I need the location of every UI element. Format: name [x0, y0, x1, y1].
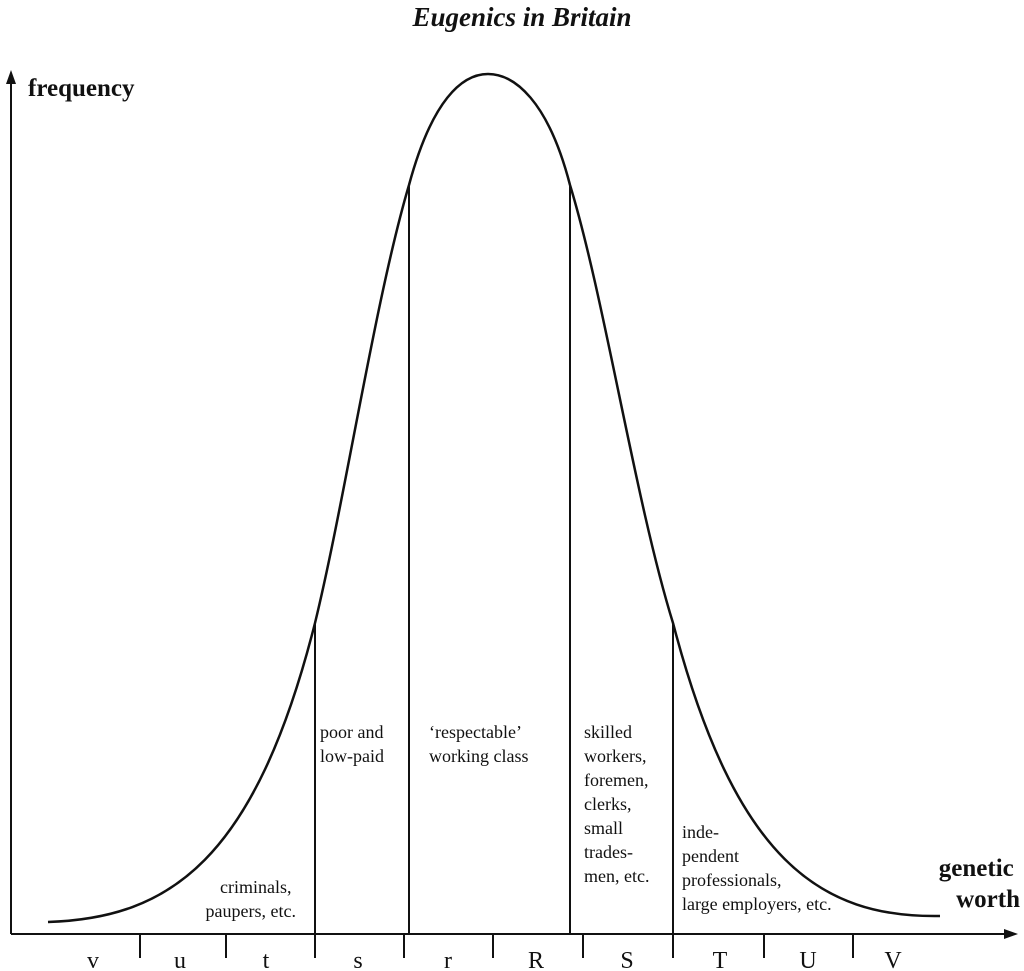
region-label-line: criminals,: [220, 877, 291, 897]
region-label-poor: poor and low-paid: [320, 722, 388, 766]
band-letter: S: [620, 948, 633, 971]
region-label-line: poor and: [320, 722, 383, 742]
band-letter: t: [263, 948, 270, 971]
region-label-line: pendent: [682, 846, 739, 866]
region-label-line: large employers, etc.: [682, 894, 832, 914]
band-letter: u: [174, 948, 186, 971]
region-label-line: inde-: [682, 822, 719, 842]
band-letter: V: [884, 948, 902, 971]
x-axis-arrowhead: [1004, 929, 1018, 939]
y-axis-arrowhead: [6, 70, 16, 84]
region-label-line: small: [584, 818, 623, 838]
x-axis-label-line-2: worth: [956, 886, 1020, 913]
region-label-line: paupers, etc.: [206, 901, 296, 921]
band-ticks: [139, 934, 854, 958]
region-label-professionals: inde- pendent professionals, large emplo…: [682, 822, 832, 914]
region-label-skilled: skilled workers, foremen, clerks, small …: [584, 722, 653, 886]
region-label-line: ‘respectable’: [429, 722, 521, 742]
region-label-line: trades-: [584, 842, 633, 862]
region-label-line: working class: [429, 746, 528, 766]
region-label-line: men, etc.: [584, 866, 649, 886]
band-letter: R: [528, 948, 544, 971]
band-letter: s: [353, 948, 362, 971]
band-letter: r: [444, 948, 452, 971]
band-letter: T: [713, 948, 728, 971]
band-letter: v: [87, 948, 99, 971]
region-label-criminals: criminals, paupers, etc.: [206, 877, 296, 921]
diagram-title: Eugenics in Britain: [411, 2, 631, 32]
y-axis-label: frequency: [28, 75, 135, 102]
region-label-line: workers,: [584, 746, 646, 766]
x-axis-label: genetic worth: [939, 855, 1020, 913]
region-label-respectable: ‘respectable’ working class: [429, 722, 528, 766]
band-letter: U: [799, 948, 816, 971]
bell-curve: [47, 72, 941, 924]
region-label-line: clerks,: [584, 794, 631, 814]
region-label-line: professionals,: [682, 870, 781, 890]
region-label-line: skilled: [584, 722, 632, 742]
region-label-line: low-paid: [320, 746, 384, 766]
region-label-line: foremen,: [584, 770, 648, 790]
x-axis-label-line-1: genetic: [939, 855, 1014, 882]
